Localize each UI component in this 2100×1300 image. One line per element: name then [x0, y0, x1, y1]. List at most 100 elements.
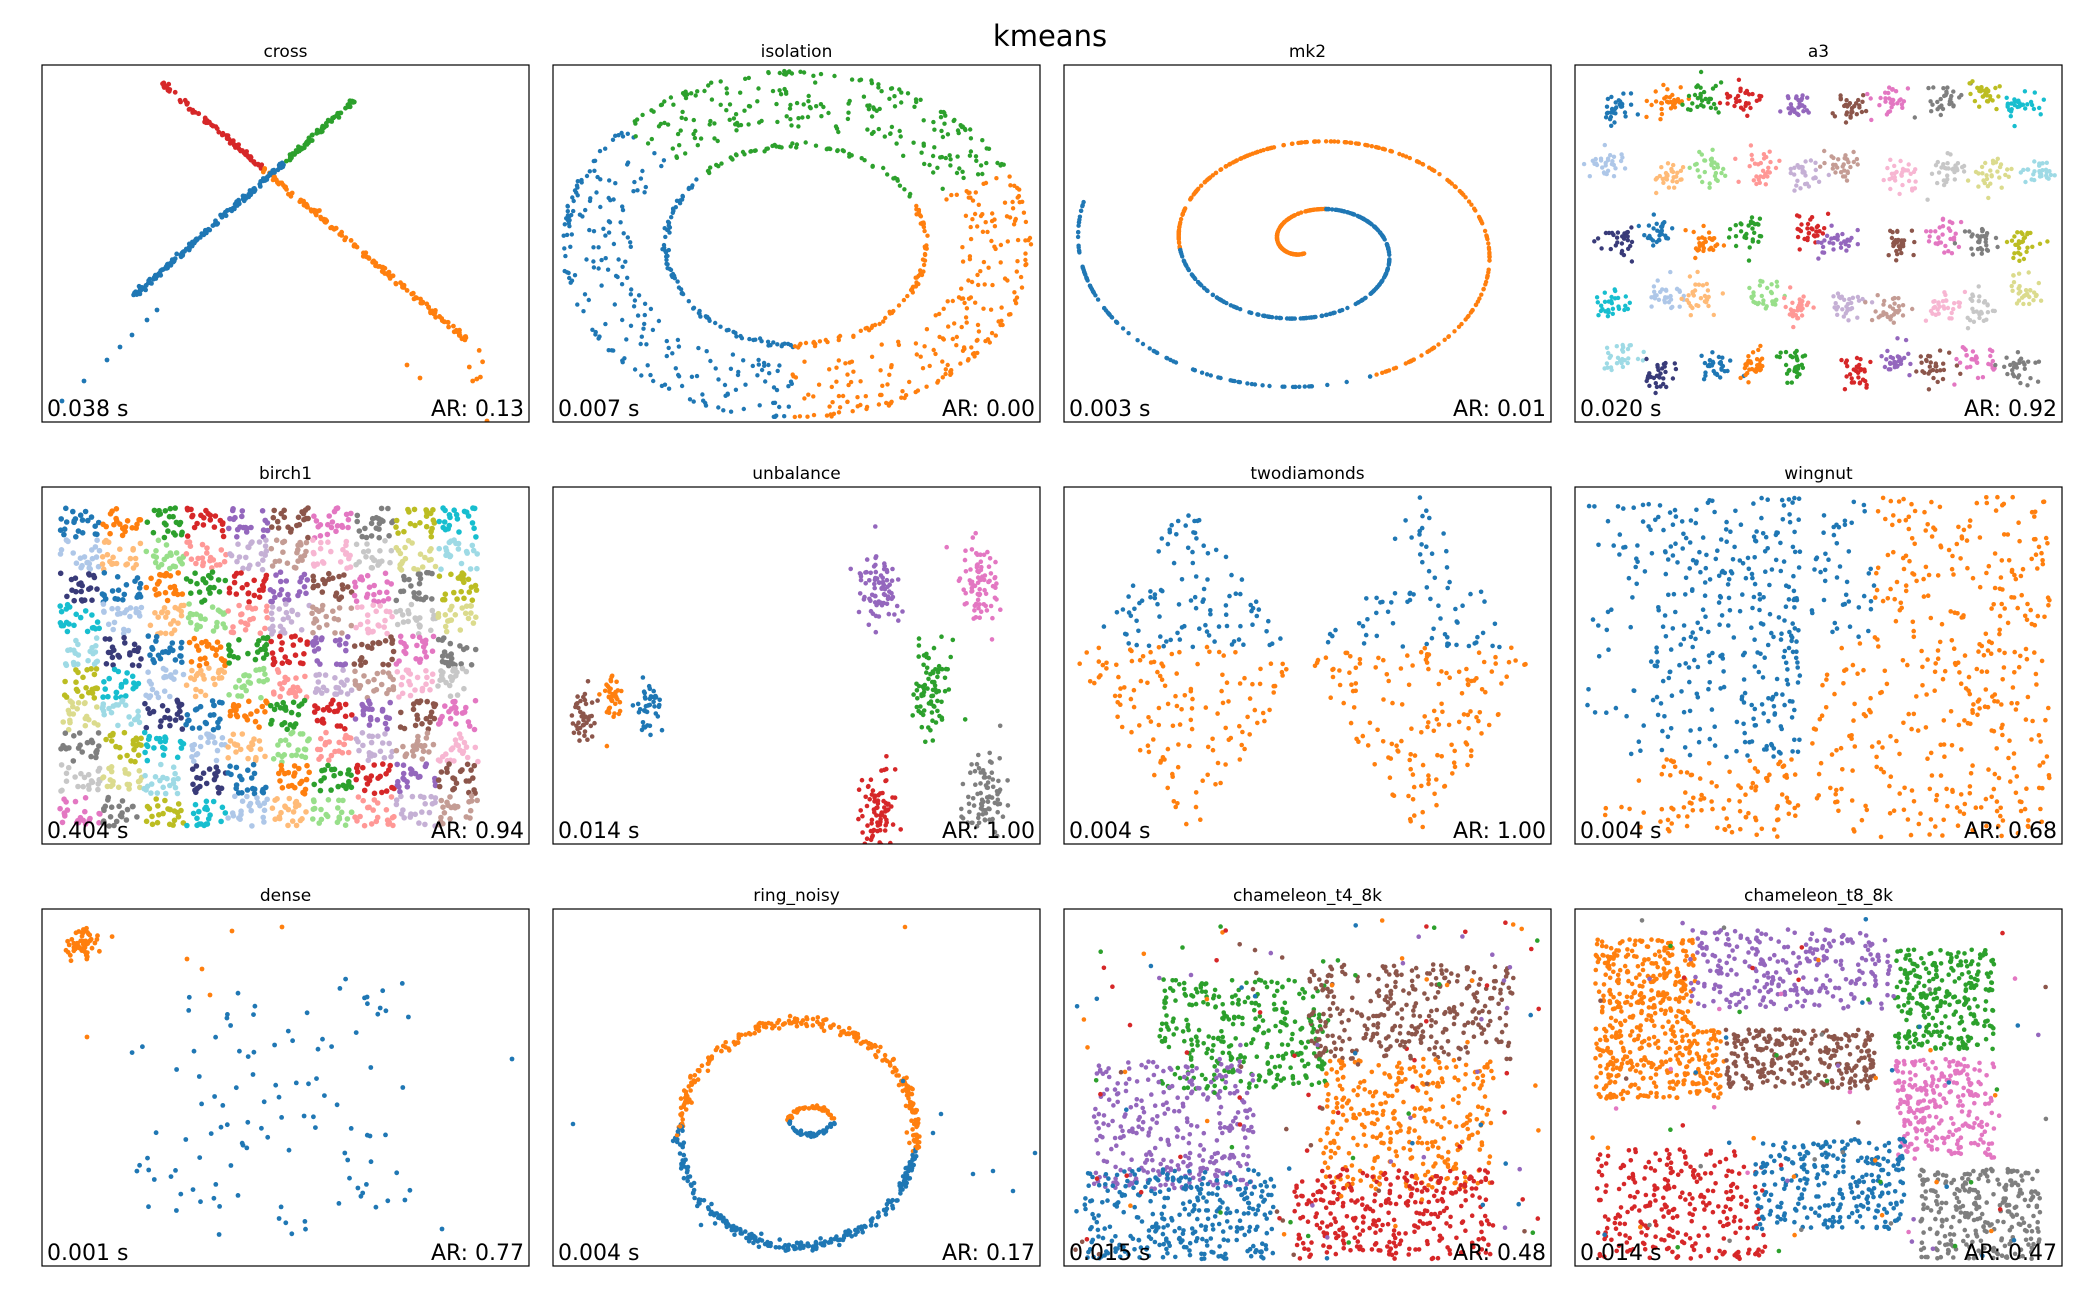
- data-point: [1942, 250, 1947, 255]
- data-point: [417, 551, 424, 557]
- data-point: [2016, 245, 2022, 251]
- data-point: [446, 324, 451, 330]
- data-point: [248, 540, 254, 547]
- data-point: [591, 265, 597, 270]
- data-point: [2025, 167, 2030, 172]
- data-point: [1913, 167, 1918, 172]
- data-point: [363, 594, 370, 600]
- data-point: [221, 212, 227, 217]
- data-point: [193, 686, 199, 693]
- data-point: [983, 220, 988, 225]
- data-point: [1205, 177, 1210, 182]
- data-point: [1931, 85, 1936, 90]
- data-point: [303, 590, 309, 597]
- data-point: [58, 547, 65, 553]
- data-point: [249, 190, 255, 195]
- data-point: [231, 573, 238, 579]
- data-point: [422, 649, 428, 655]
- data-point: [262, 646, 268, 653]
- data-point: [1611, 232, 1616, 238]
- data-point: [1976, 298, 1981, 304]
- data-point: [818, 102, 824, 107]
- data-point: [245, 650, 251, 657]
- data-point: [931, 347, 936, 353]
- data-point: [1674, 179, 1680, 185]
- data-point: [836, 358, 841, 363]
- data-point: [1698, 69, 1704, 75]
- data-point: [1892, 171, 1897, 176]
- data-point: [1977, 294, 1982, 299]
- data-point: [1855, 242, 1860, 247]
- data-point: [470, 378, 476, 384]
- data-point: [399, 690, 406, 697]
- data-point: [1628, 243, 1633, 249]
- data-point: [1706, 303, 1711, 309]
- data-point: [785, 341, 791, 347]
- data-point: [1644, 114, 1649, 120]
- data-point: [1767, 149, 1772, 154]
- data-point: [652, 151, 657, 156]
- data-point: [1221, 299, 1227, 305]
- data-point: [691, 117, 696, 123]
- data-point: [845, 116, 851, 122]
- data-point: [215, 607, 222, 613]
- data-point: [1742, 235, 1747, 240]
- data-point: [313, 518, 320, 524]
- data-point: [1695, 168, 1700, 173]
- data-point: [1881, 302, 1886, 307]
- data-point: [1761, 152, 1767, 157]
- data-point: [610, 137, 616, 142]
- data-point: [364, 619, 371, 625]
- data-point: [183, 551, 190, 557]
- data-point: [1323, 139, 1329, 144]
- data-point: [1703, 239, 1708, 244]
- data-point: [1352, 212, 1357, 217]
- data-point: [388, 581, 395, 587]
- data-point: [376, 526, 382, 532]
- data-point: [777, 70, 782, 76]
- data-point: [165, 649, 172, 656]
- data-point: [857, 78, 862, 83]
- data-point: [1896, 358, 1902, 364]
- data-point: [1473, 302, 1479, 308]
- data-point: [1951, 166, 1956, 171]
- data-point: [858, 379, 863, 384]
- data-point: [1856, 97, 1861, 103]
- data-point: [330, 115, 335, 121]
- data-point: [1898, 97, 1903, 102]
- data-point: [1745, 113, 1750, 118]
- data-point: [230, 506, 236, 512]
- data-point: [1664, 384, 1669, 390]
- data-point: [1271, 145, 1277, 150]
- data-point: [1900, 313, 1906, 318]
- data-point: [752, 148, 757, 153]
- data-point: [1893, 360, 1898, 365]
- data-point: [1746, 101, 1751, 106]
- data-point: [884, 400, 889, 406]
- data-point: [1623, 114, 1628, 119]
- data-point: [430, 633, 437, 640]
- data-point: [337, 559, 344, 565]
- data-point: [63, 606, 70, 612]
- data-point: [454, 516, 461, 522]
- data-point: [579, 180, 584, 185]
- data-point: [592, 168, 597, 173]
- data-point: [1930, 102, 1935, 107]
- data-point: [1947, 219, 1952, 224]
- data-point: [1990, 98, 1995, 103]
- data-point: [156, 591, 162, 597]
- data-point: [172, 505, 178, 511]
- data-point: [170, 530, 177, 536]
- data-point: [136, 662, 142, 669]
- data-point: [1862, 369, 1867, 374]
- data-point: [775, 342, 780, 347]
- data-point: [2032, 159, 2037, 164]
- data-point: [1773, 165, 1779, 171]
- data-point: [716, 405, 721, 410]
- data-point: [1466, 199, 1472, 204]
- data-point: [788, 117, 793, 122]
- data-point: [1181, 258, 1186, 263]
- data-point: [426, 557, 433, 563]
- data-point: [262, 167, 267, 172]
- data-point: [932, 127, 937, 132]
